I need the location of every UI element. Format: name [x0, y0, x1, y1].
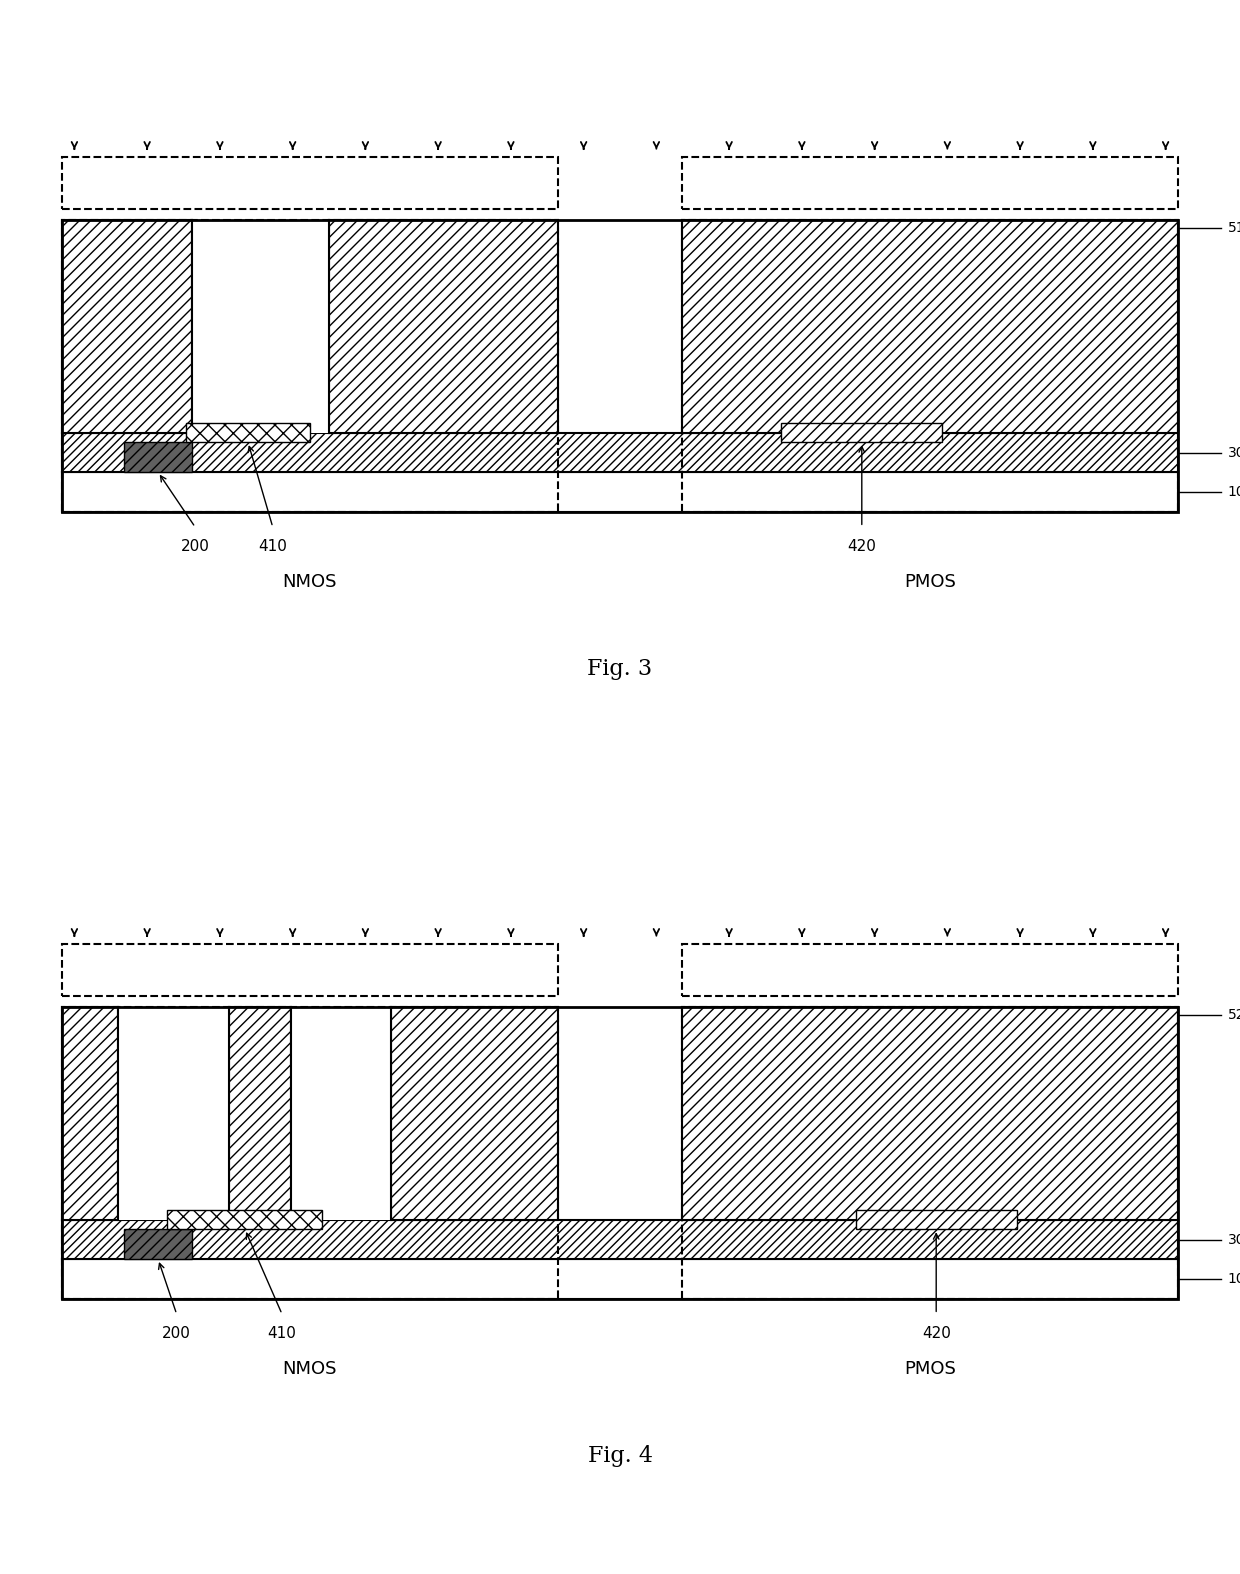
Text: 100: 100: [1228, 1272, 1240, 1286]
Bar: [781, 422, 942, 442]
Bar: [229, 1007, 291, 1220]
Bar: [124, 442, 192, 472]
Bar: [682, 157, 1178, 208]
Text: Fig. 4: Fig. 4: [588, 1445, 652, 1467]
Bar: [62, 1007, 558, 1299]
Bar: [856, 1209, 1017, 1229]
Text: PMOS: PMOS: [904, 1360, 956, 1379]
Bar: [682, 1007, 1178, 1299]
Text: 420: 420: [921, 1325, 951, 1341]
Text: 300: 300: [1228, 1232, 1240, 1247]
Bar: [62, 220, 1178, 512]
Bar: [291, 1007, 391, 1220]
Bar: [682, 220, 1178, 512]
Text: 510: 510: [1228, 222, 1240, 235]
Text: PMOS: PMOS: [904, 573, 956, 592]
Text: 200: 200: [162, 1325, 191, 1341]
Bar: [682, 1007, 1178, 1220]
Bar: [62, 220, 192, 433]
Bar: [62, 433, 1178, 472]
Text: 100: 100: [1228, 485, 1240, 499]
Bar: [391, 1007, 558, 1220]
Bar: [62, 472, 1178, 512]
Bar: [62, 1220, 1178, 1259]
Bar: [118, 1007, 229, 1220]
Text: 300: 300: [1228, 445, 1240, 460]
Text: 520: 520: [1228, 1009, 1240, 1022]
Text: 410: 410: [268, 1325, 296, 1341]
Bar: [682, 220, 1178, 433]
Text: NMOS: NMOS: [283, 1360, 337, 1379]
Text: Fig. 3: Fig. 3: [588, 658, 652, 680]
Bar: [62, 1007, 118, 1220]
Bar: [62, 1259, 1178, 1299]
Bar: [124, 1229, 192, 1259]
Bar: [192, 220, 329, 433]
Text: 200: 200: [181, 538, 210, 554]
Bar: [682, 944, 1178, 996]
Text: NMOS: NMOS: [283, 573, 337, 592]
Text: 420: 420: [847, 538, 877, 554]
Bar: [62, 157, 558, 208]
Bar: [62, 1007, 1178, 1299]
Text: 410: 410: [258, 538, 288, 554]
Bar: [62, 220, 558, 512]
Bar: [62, 944, 558, 996]
Bar: [167, 1209, 322, 1229]
Bar: [329, 220, 558, 433]
Bar: [186, 422, 310, 442]
